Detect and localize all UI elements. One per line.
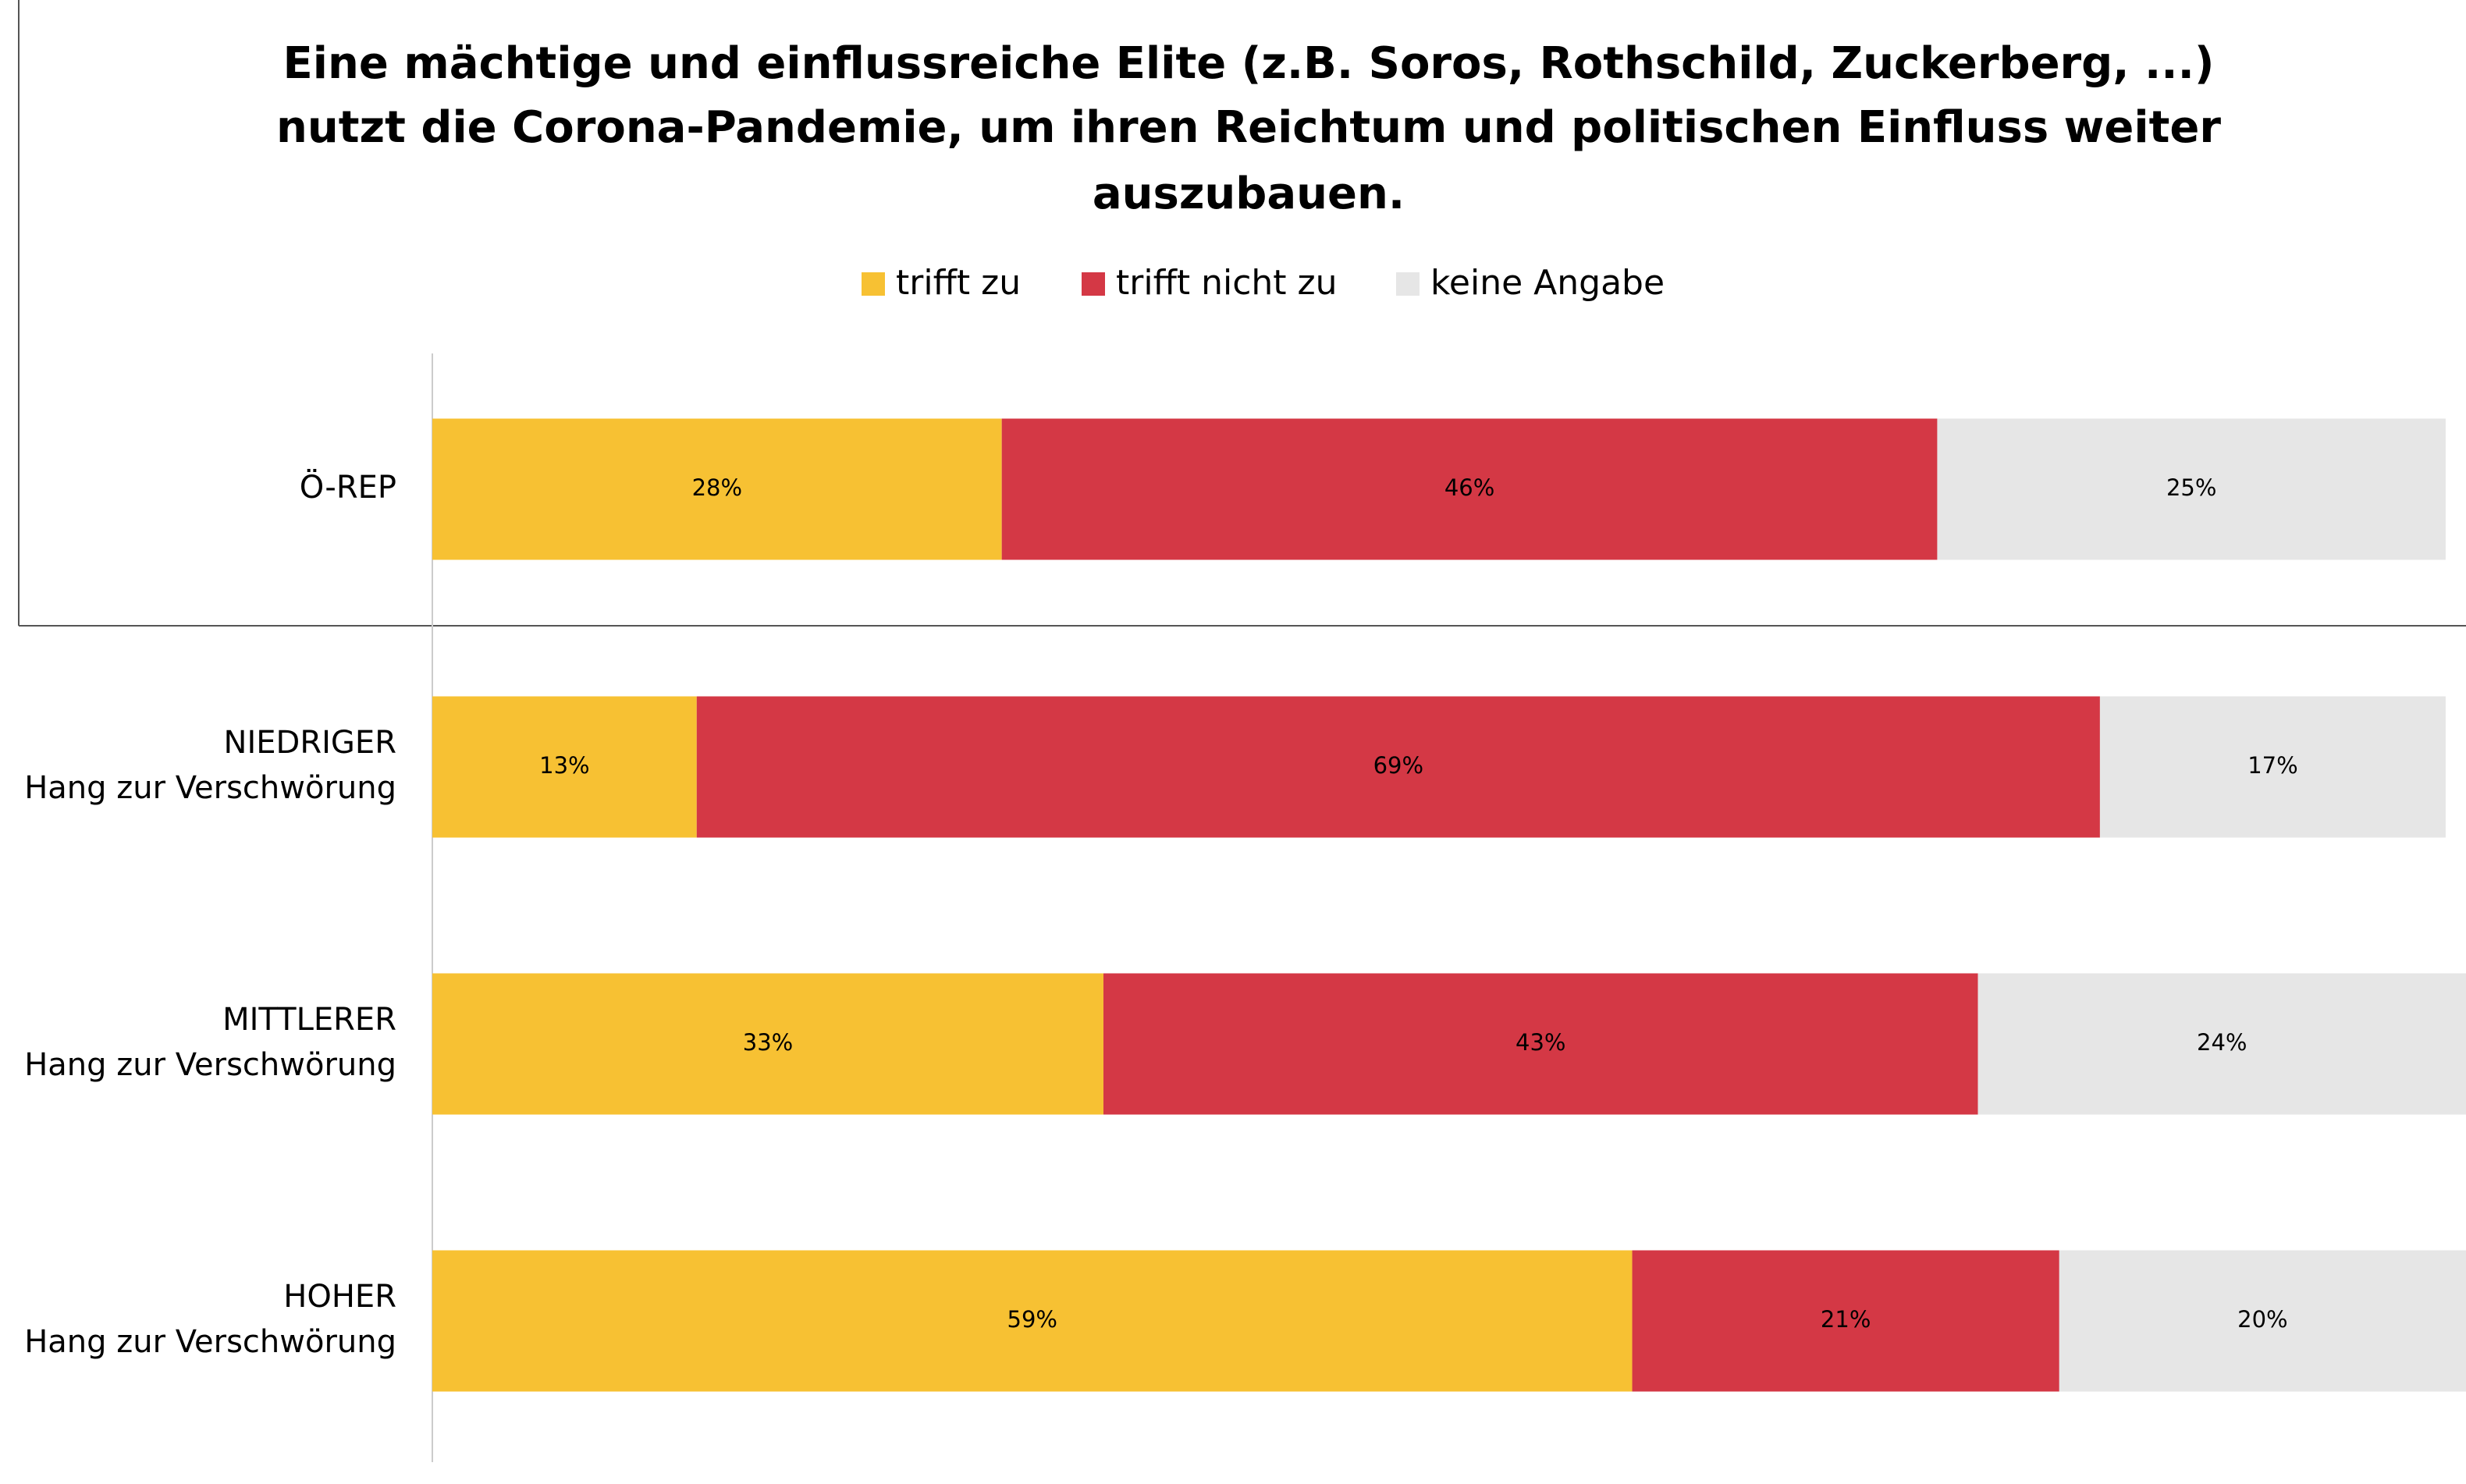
value-label: 59% [1007, 1306, 1057, 1333]
bar-segment [1001, 418, 1938, 560]
value-label: 24% [2197, 1029, 2247, 1056]
category-label: MITTLERER [222, 1002, 396, 1038]
bar-segment [696, 696, 2100, 838]
value-label: 17% [2247, 752, 2297, 779]
bar-segment [1103, 973, 1978, 1115]
category-label: Hang zur Verschwörung [24, 1047, 396, 1083]
value-label: 28% [692, 474, 742, 501]
bar-segment [432, 1250, 1633, 1392]
category-label: Hang zur Verschwörung [24, 1324, 396, 1360]
value-label: 46% [1444, 474, 1494, 501]
chart-title: nutzt die Corona-Pandemie, um ihren Reic… [276, 102, 2221, 153]
bar-segment [432, 973, 1103, 1115]
category-label: HOHER [283, 1279, 396, 1315]
bar-segment [432, 696, 697, 838]
bar-segment [1632, 1250, 2059, 1392]
legend-swatch [1396, 272, 1420, 296]
value-label: 33% [743, 1029, 793, 1056]
chart-title: auszubauen. [1093, 169, 1405, 219]
bar-segment [1977, 973, 2466, 1115]
legend-swatch [862, 272, 885, 296]
legend-label: trifft nicht zu [1116, 263, 1338, 303]
legend-swatch [1082, 272, 1105, 296]
value-label: 69% [1373, 752, 1423, 779]
legend-label: trifft zu [896, 263, 1021, 303]
category-label: NIEDRIGER [224, 725, 396, 761]
bar-segment [2099, 696, 2446, 838]
bar-segment [432, 418, 1002, 560]
category-label: Ö-REP [300, 468, 396, 506]
chart-title: Eine mächtige und einflussreiche Elite (… [283, 38, 2215, 89]
value-label: 13% [539, 752, 589, 779]
bar-segment [1937, 418, 2446, 560]
legend-label: keine Angabe [1430, 263, 1665, 303]
value-label: 20% [2237, 1306, 2287, 1333]
value-label: 21% [1821, 1306, 1871, 1333]
bar-segment [2059, 1250, 2466, 1392]
value-label: 25% [2166, 474, 2216, 501]
value-label: 43% [1515, 1029, 1565, 1056]
category-label: Hang zur Verschwörung [24, 770, 396, 806]
